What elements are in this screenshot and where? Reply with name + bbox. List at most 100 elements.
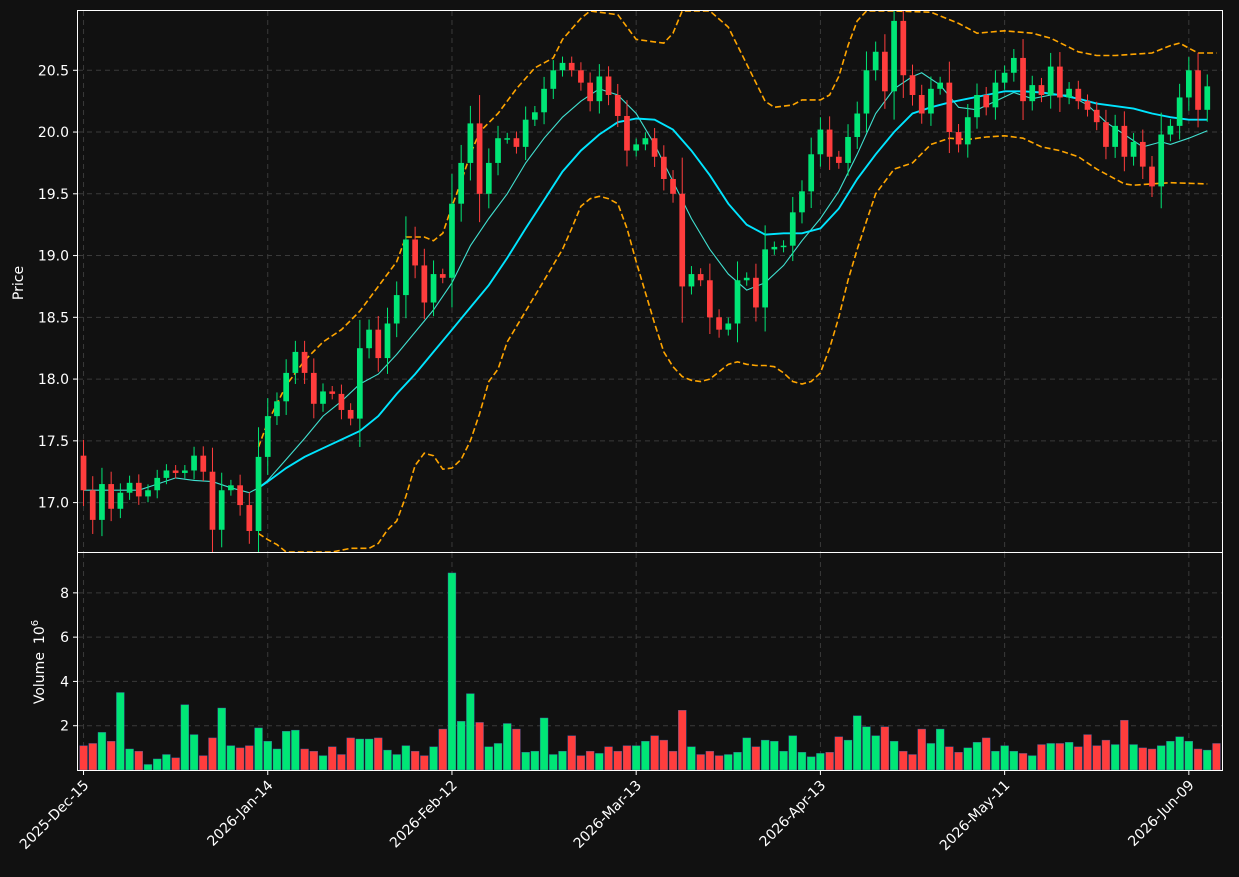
candle-body	[274, 401, 280, 417]
volume-bar	[834, 736, 843, 771]
candle-body	[89, 490, 96, 520]
volume-bar	[226, 745, 236, 771]
volume-bar	[650, 735, 659, 771]
volume-bar	[1138, 747, 1147, 771]
volume-bar	[171, 757, 180, 771]
candle-body	[891, 20, 897, 92]
volume-bar	[604, 746, 613, 771]
candle-body	[1001, 72, 1008, 83]
volume-bar	[116, 692, 125, 771]
candle-body	[1047, 66, 1054, 95]
candle-body	[743, 277, 750, 281]
candle-body	[642, 138, 649, 145]
volume-bar	[1064, 742, 1074, 771]
volume-bar	[383, 749, 392, 771]
volume-bar	[963, 747, 972, 771]
volume-bar	[392, 754, 401, 771]
candle-body	[145, 490, 151, 497]
candle-body	[504, 138, 511, 140]
volume-bar	[328, 746, 337, 771]
candle-body	[633, 144, 640, 151]
candle-body	[301, 351, 308, 373]
volume-bar	[1120, 719, 1129, 771]
candle-body	[439, 274, 446, 278]
volume-bar	[567, 735, 576, 771]
candle-body	[882, 51, 888, 92]
volume-bar	[263, 741, 272, 771]
candle-body	[338, 393, 345, 410]
price-tick-label: 20.0	[38, 125, 69, 141]
candle-body	[172, 470, 179, 473]
candle-body	[191, 455, 197, 471]
price-tick-label: 19.5	[38, 187, 69, 203]
volume-bar	[843, 739, 853, 771]
candle-body	[99, 484, 105, 520]
volume-bar	[457, 721, 466, 771]
candle-body	[1057, 66, 1063, 98]
candle-body	[1075, 88, 1082, 102]
volume-bar	[106, 741, 116, 771]
candle-body	[1066, 88, 1072, 98]
volume-bar	[401, 745, 411, 771]
candle-body	[1130, 141, 1137, 157]
candle-body	[1176, 97, 1183, 126]
volume-bar	[346, 737, 355, 771]
volume-bar	[641, 741, 650, 771]
volume-bar	[724, 754, 733, 771]
candle-body	[218, 490, 225, 530]
volume-bar	[862, 726, 871, 771]
candle-body	[762, 249, 768, 308]
candle-body	[209, 471, 216, 530]
volume-bar	[512, 728, 521, 771]
candle-body	[1093, 109, 1100, 123]
candle-body	[845, 136, 851, 163]
candle-body	[1020, 57, 1026, 102]
volume-tick-label: 8	[60, 586, 69, 602]
moving-average-slow	[257, 90, 1208, 489]
candle-body	[200, 455, 207, 472]
candle-body	[117, 492, 124, 509]
candle-body	[799, 191, 805, 213]
candle-body	[826, 129, 833, 157]
candle-body	[292, 351, 299, 373]
candle-body	[568, 62, 575, 71]
candle-body	[835, 156, 842, 163]
candle-body	[651, 138, 658, 157]
candle-body	[467, 123, 474, 163]
volume-bar	[180, 704, 190, 771]
candle-body	[559, 62, 566, 71]
volume-bar	[337, 754, 346, 771]
candle-body	[974, 94, 980, 118]
volume-bar	[1083, 734, 1092, 771]
volume-bar	[714, 755, 724, 771]
volume-bar	[493, 743, 503, 771]
bollinger-upper-band	[257, 10, 1217, 448]
candle-body	[126, 482, 133, 493]
price-tick-label: 18.5	[38, 310, 69, 326]
volume-bar	[1055, 743, 1065, 771]
volume-bar	[807, 756, 816, 771]
volume-bar	[1046, 743, 1055, 771]
volume-bar	[355, 738, 365, 771]
volume-bar	[760, 739, 770, 771]
volume-bar	[282, 731, 291, 771]
candle-body	[412, 239, 418, 266]
candle-body	[329, 391, 336, 394]
volume-bar	[917, 728, 926, 771]
candle-body	[1167, 125, 1174, 135]
volume-bar	[1028, 755, 1037, 771]
volume-bar	[945, 746, 954, 771]
volume-tick-label: 2	[60, 719, 69, 735]
volume-bar	[991, 750, 1000, 771]
candle-body	[697, 274, 704, 281]
candle-body	[928, 88, 934, 114]
candle-body	[1029, 85, 1036, 102]
volume-bar	[484, 746, 493, 771]
volume-panel-frame	[77, 552, 1223, 771]
volume-bar	[595, 753, 604, 771]
volume-bar	[1092, 745, 1101, 771]
candle-body	[1158, 134, 1165, 187]
candle-body	[135, 482, 142, 497]
volume-bar	[1018, 753, 1028, 771]
